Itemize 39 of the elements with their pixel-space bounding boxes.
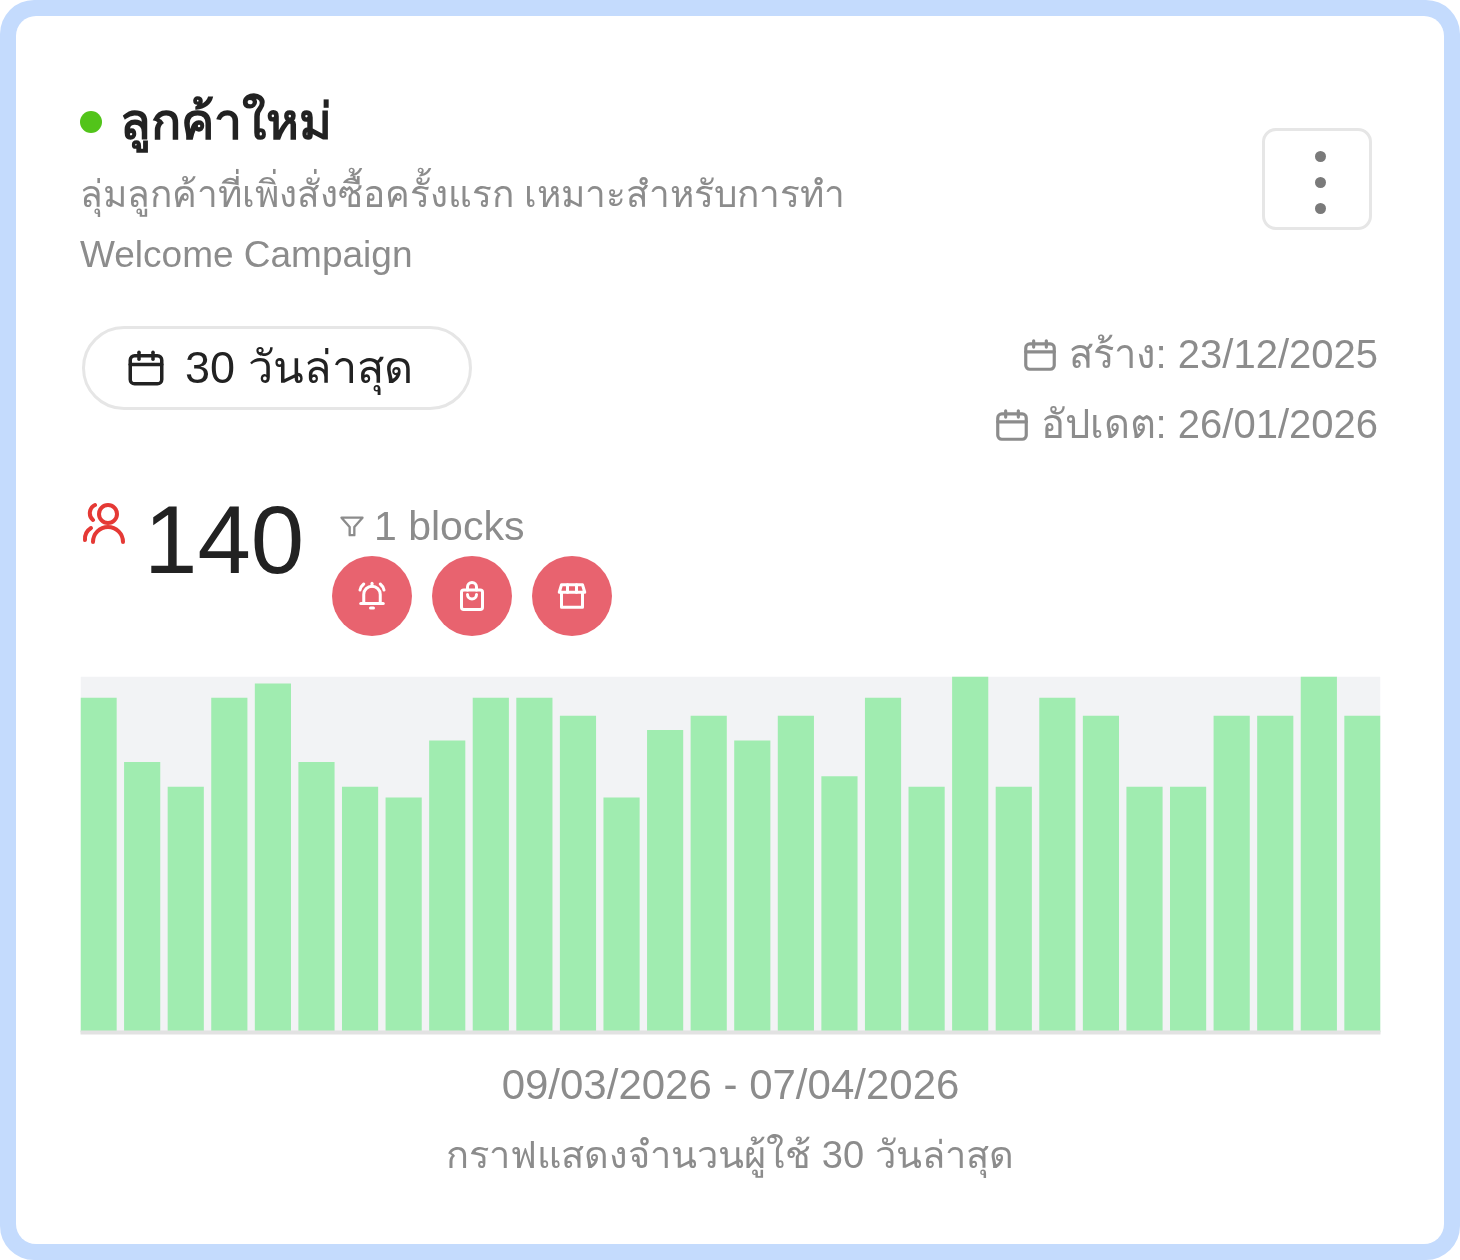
bar: [516, 697, 553, 1033]
bar: [211, 697, 248, 1033]
bar: [1344, 715, 1381, 1033]
bar: [821, 776, 858, 1033]
bar: [777, 715, 814, 1033]
bar: [734, 740, 771, 1033]
bar: [298, 761, 335, 1033]
bar: [1300, 676, 1337, 1033]
chart-title: ลูกค้าใหม่: [120, 92, 332, 154]
bar: [647, 729, 684, 1033]
text: กราฟแสดงจำนวนผู้ใช้ 30 วันล่าสุด: [445, 1133, 1015, 1180]
bar: [1039, 697, 1076, 1033]
text: 1 blocks: [374, 502, 525, 551]
text: อัปเดต: 26/01/2026: [1040, 401, 1378, 449]
x-axis-title: 09/03/2026 - 07/04/2026: [501, 1060, 960, 1108]
bar: [1257, 715, 1294, 1033]
bar: [908, 786, 945, 1033]
bar: [864, 697, 902, 1033]
bar: [690, 715, 727, 1033]
text: 30 วันล่าสุด: [185, 340, 413, 397]
bar: [952, 676, 989, 1033]
chart-subtitle: ลุ่มลูกค้าที่เพิ่งสั่งซื้อครั้งแรก เหมาะสำหรับการทำ Welcome Campaign: [80, 166, 847, 277]
bar: [472, 697, 509, 1033]
bar: [995, 786, 1032, 1033]
bar: [124, 761, 161, 1033]
bar: [559, 715, 597, 1033]
bar: [1213, 715, 1250, 1033]
bar: [254, 683, 291, 1033]
text: สร้าง: 23/12/2025: [1068, 331, 1378, 379]
bar: [603, 797, 640, 1033]
bar: [429, 740, 466, 1033]
bar: [385, 797, 422, 1033]
bar: [1082, 715, 1120, 1033]
bar: [80, 697, 117, 1033]
bar: [1126, 786, 1163, 1033]
bar: [341, 786, 379, 1033]
bar: [167, 786, 204, 1033]
text: 140: [144, 486, 305, 593]
bar: [1170, 786, 1207, 1033]
